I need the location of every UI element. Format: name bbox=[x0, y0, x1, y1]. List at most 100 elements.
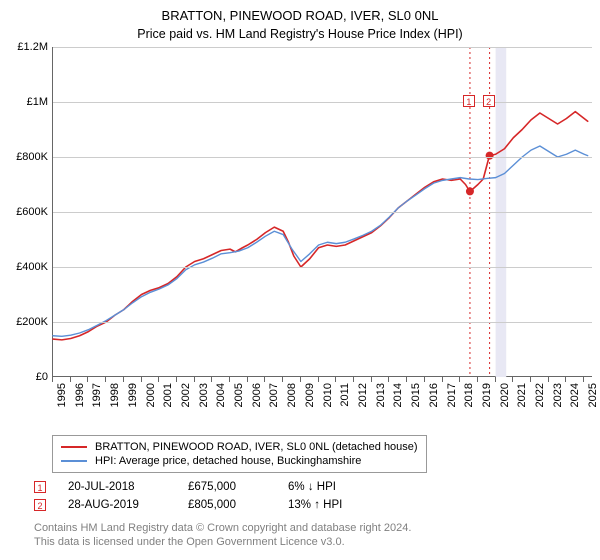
x-tick bbox=[264, 377, 265, 382]
x-tick-label: 2015 bbox=[410, 383, 422, 407]
sale-row-marker: 2 bbox=[34, 499, 46, 511]
x-tick bbox=[442, 377, 443, 382]
x-tick-label: 2008 bbox=[286, 383, 298, 407]
sale-delta: 6% ↓ HPI bbox=[288, 481, 388, 493]
x-tick-label: 2020 bbox=[499, 383, 511, 407]
sale-marker-1: 1 bbox=[463, 95, 475, 107]
x-tick-label: 2002 bbox=[180, 383, 192, 407]
x-tick bbox=[141, 377, 142, 382]
x-tick-label: 2019 bbox=[481, 383, 493, 407]
y-tick-label: £0 bbox=[36, 371, 48, 383]
x-tick-label: 1997 bbox=[91, 383, 103, 407]
x-tick bbox=[229, 377, 230, 382]
x-tick bbox=[87, 377, 88, 382]
x-tick-label: 2004 bbox=[215, 383, 227, 407]
x-tick bbox=[105, 377, 106, 382]
x-tick bbox=[211, 377, 212, 382]
sale-marker-2: 2 bbox=[483, 95, 495, 107]
x-tick bbox=[406, 377, 407, 382]
y-tick-label: £1M bbox=[27, 96, 48, 108]
x-tick bbox=[335, 377, 336, 382]
x-tick bbox=[123, 377, 124, 382]
x-tick bbox=[583, 377, 584, 382]
x-axis-ticks: 1995199619971998199920002001200220032004… bbox=[52, 377, 592, 427]
x-tick-label: 2021 bbox=[516, 383, 528, 407]
sale-price: £805,000 bbox=[188, 499, 288, 511]
x-tick-label: 2025 bbox=[587, 383, 599, 407]
x-tick-label: 2003 bbox=[198, 383, 210, 407]
x-tick bbox=[548, 377, 549, 382]
x-tick bbox=[371, 377, 372, 382]
sale-date: 20-JUL-2018 bbox=[68, 481, 188, 493]
x-tick bbox=[565, 377, 566, 382]
sale-date: 28-AUG-2019 bbox=[68, 499, 188, 511]
x-tick-label: 2005 bbox=[233, 383, 245, 407]
sale-row: 120-JUL-2018£675,0006% ↓ HPI bbox=[34, 478, 388, 496]
x-tick bbox=[52, 377, 53, 382]
legend-label: HPI: Average price, detached house, Buck… bbox=[95, 455, 361, 467]
x-tick bbox=[194, 377, 195, 382]
plot-area bbox=[52, 47, 592, 377]
x-tick-label: 2013 bbox=[375, 383, 387, 407]
y-axis-labels: £0£200K£400K£600K£800K£1M£1.2M bbox=[10, 47, 50, 377]
legend-box: BRATTON, PINEWOOD ROAD, IVER, SL0 0NL (d… bbox=[52, 435, 427, 473]
legend-swatch bbox=[61, 460, 87, 462]
x-tick-label: 2018 bbox=[463, 383, 475, 407]
x-tick-label: 2022 bbox=[534, 383, 546, 407]
x-tick-label: 2010 bbox=[322, 383, 334, 407]
x-tick-label: 1995 bbox=[56, 383, 68, 407]
legend-item: HPI: Average price, detached house, Buck… bbox=[61, 454, 418, 468]
gridline bbox=[53, 47, 592, 48]
x-tick bbox=[459, 377, 460, 382]
x-tick bbox=[388, 377, 389, 382]
x-tick-label: 2014 bbox=[392, 383, 404, 407]
x-tick bbox=[530, 377, 531, 382]
x-tick-label: 1998 bbox=[109, 383, 121, 407]
x-tick bbox=[282, 377, 283, 382]
chart-subtitle: Price paid vs. HM Land Registry's House … bbox=[0, 23, 600, 47]
footer-line-1: Contains HM Land Registry data © Crown c… bbox=[34, 522, 411, 536]
x-tick bbox=[70, 377, 71, 382]
y-tick-label: £800K bbox=[16, 151, 48, 163]
x-tick-label: 2006 bbox=[251, 383, 263, 407]
sale-delta: 13% ↑ HPI bbox=[288, 499, 388, 511]
chart-title: BRATTON, PINEWOOD ROAD, IVER, SL0 0NL bbox=[0, 0, 600, 23]
x-tick-label: 2023 bbox=[552, 383, 564, 407]
x-tick-label: 2011 bbox=[339, 383, 351, 407]
legend-label: BRATTON, PINEWOOD ROAD, IVER, SL0 0NL (d… bbox=[95, 441, 418, 453]
x-tick bbox=[424, 377, 425, 382]
sale-rows: 120-JUL-2018£675,0006% ↓ HPI 2 28-AUG-2019… bbox=[34, 478, 388, 514]
x-tick bbox=[477, 377, 478, 382]
gridline bbox=[53, 322, 592, 323]
x-tick bbox=[158, 377, 159, 382]
x-tick-label: 1996 bbox=[74, 383, 86, 407]
sale-price: £675,000 bbox=[188, 481, 288, 493]
y-tick-label: £600K bbox=[16, 206, 48, 218]
x-tick bbox=[495, 377, 496, 382]
x-tick bbox=[176, 377, 177, 382]
x-tick-label: 2001 bbox=[162, 383, 174, 407]
x-tick bbox=[300, 377, 301, 382]
legend-swatch bbox=[61, 446, 87, 448]
x-tick-label: 2009 bbox=[304, 383, 316, 407]
y-tick-label: £1.2M bbox=[17, 41, 48, 53]
gridline bbox=[53, 212, 592, 213]
gridline bbox=[53, 157, 592, 158]
sale-row: 2 28-AUG-2019£805,00013% ↑ HPI bbox=[34, 496, 388, 514]
x-tick-label: 2007 bbox=[268, 383, 280, 407]
legend-item: BRATTON, PINEWOOD ROAD, IVER, SL0 0NL (d… bbox=[61, 440, 418, 454]
x-tick bbox=[512, 377, 513, 382]
y-tick-label: £200K bbox=[16, 316, 48, 328]
gridline bbox=[53, 267, 592, 268]
x-tick-label: 2016 bbox=[428, 383, 440, 407]
y-tick-label: £400K bbox=[16, 261, 48, 273]
x-tick-label: 2012 bbox=[357, 383, 369, 407]
chart-wrap: £0£200K£400K£600K£800K£1M£1.2M 199519961… bbox=[10, 47, 592, 377]
x-tick bbox=[353, 377, 354, 382]
x-tick bbox=[318, 377, 319, 382]
x-tick-label: 2024 bbox=[569, 383, 581, 407]
gridline bbox=[53, 102, 592, 103]
footer-attribution: Contains HM Land Registry data © Crown c… bbox=[34, 522, 411, 550]
x-tick-label: 2000 bbox=[145, 383, 157, 407]
x-tick bbox=[247, 377, 248, 382]
